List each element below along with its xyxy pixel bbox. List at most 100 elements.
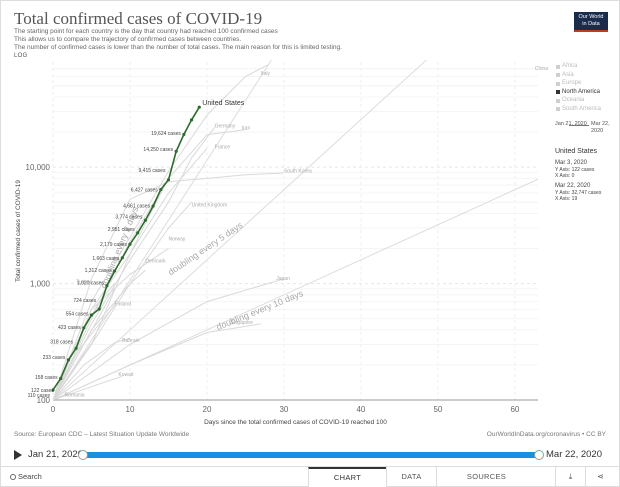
tooltip-y-2: Y Axis: 32,747 cases: [555, 190, 602, 196]
data-label: 423 cases: [58, 325, 81, 331]
us-data-point: [66, 358, 70, 362]
search-button[interactable]: Search: [10, 472, 42, 481]
us-data-point: [89, 313, 94, 317]
legend-label: Oceania: [562, 97, 585, 103]
country-label: Norway: [168, 236, 185, 242]
country-label: Romania: [65, 393, 85, 399]
x-tick-label: 30: [279, 405, 288, 414]
us-data-point: [136, 231, 140, 235]
owid-logo[interactable]: Our World in Data: [574, 12, 608, 32]
series-name-label: United States: [202, 100, 245, 107]
country-label: South Korea: [284, 168, 312, 174]
download-icon[interactable]: ⤓: [555, 467, 585, 487]
us-data-point: [105, 284, 109, 288]
legend-label: Europe: [562, 80, 582, 86]
legend-item[interactable]: Europe: [556, 79, 601, 88]
data-label: 233 cases: [43, 355, 66, 361]
faded-country-line: [53, 278, 285, 400]
logo-line-1: Our World: [578, 14, 604, 20]
share-icon[interactable]: ⋖: [585, 467, 615, 487]
country-label: Kuwait: [118, 372, 134, 378]
faded-country-line: [53, 332, 100, 400]
legend-item[interactable]: Africa: [556, 62, 601, 71]
tooltip-y-1: Y Axis: 122 cases: [555, 167, 595, 173]
chart-title: Total confirmed cases of COVID-19: [14, 9, 263, 28]
data-label: 1,663 cases: [92, 256, 119, 262]
data-label: 1,312 cases: [85, 268, 112, 274]
x-axis-title: Days since the total confirmed cases of …: [204, 419, 387, 426]
country-label: Bahrain: [122, 338, 139, 344]
country-label: Iran: [242, 126, 251, 132]
data-label: 158 cases: [35, 375, 58, 381]
us-data-point: [74, 346, 78, 350]
y-axis-title: Total confirmed cases of COVID-19: [15, 180, 22, 282]
tooltip-x-1: X Axis: 0: [555, 173, 575, 179]
x-tick-label: 60: [510, 405, 519, 414]
legend-item[interactable]: Oceania: [556, 96, 601, 105]
legend-label: North America: [562, 88, 601, 95]
legend-swatch: [556, 98, 560, 103]
faded-country-line: [53, 375, 123, 400]
us-data-point: [112, 269, 117, 273]
subtitle-line-3: The number of confirmed cases is lower t…: [14, 44, 342, 51]
y-tick-label: 10,000: [26, 163, 51, 172]
timeline-end-label: Mar 22, 2020: [546, 449, 602, 460]
x-tick-label: 40: [356, 405, 365, 414]
data-label: 9,415 cases: [139, 168, 166, 174]
legend-swatch: [556, 90, 560, 94]
legend-item[interactable]: Asia: [556, 71, 601, 80]
data-label: 554 cases: [66, 311, 89, 317]
range-arrow-icon: [569, 125, 589, 126]
legend-swatch: [556, 107, 560, 111]
faded-country-line: [53, 323, 261, 400]
bottom-tabs: Search CHART DATA SOURCES ⤓ ⋖: [0, 466, 620, 487]
x-tick-label: 50: [433, 405, 442, 414]
us-data-point: [166, 178, 171, 182]
us-data-point: [97, 307, 101, 311]
range-end-label: Mar 22, 2020: [591, 121, 610, 134]
faded-country-line: [53, 172, 285, 400]
legend-item[interactable]: North America: [556, 88, 601, 97]
tab-sources[interactable]: SOURCES: [436, 467, 536, 487]
log-scale-toggle[interactable]: LOG: [14, 53, 28, 59]
timeline-start-label: Jan 21, 2020: [28, 449, 83, 460]
tooltip-panel: United States Mar 3, 2020 Y Axis: 122 ca…: [555, 147, 613, 202]
y-tick-label: 1,000: [30, 280, 51, 289]
legend-item[interactable]: South America: [556, 105, 601, 114]
logo-line-2: in Data: [582, 20, 600, 27]
x-tick-label: 10: [126, 405, 135, 414]
faded-country-line: [53, 129, 246, 400]
tooltip-date-1: Mar 3, 2020: [555, 160, 588, 166]
timeline-slider[interactable]: [78, 450, 544, 460]
timeline-end-handle[interactable]: [534, 450, 544, 460]
timeline-start-handle[interactable]: [78, 450, 88, 460]
legend-label: South America: [562, 105, 602, 112]
x-tick-label: 0: [51, 405, 56, 414]
doubling-guide-line: [53, 60, 272, 400]
x-tick-label: 20: [203, 405, 212, 414]
tab-data[interactable]: DATA: [386, 467, 436, 487]
subtitle-line-1: The starting point for each country is t…: [14, 28, 278, 35]
legend: Africa Asia Europe North America Oceania Sout…: [556, 62, 601, 113]
legend-swatch: [556, 81, 560, 86]
us-data-point: [159, 187, 163, 192]
data-label: 6,427 cases: [131, 187, 158, 193]
data-label: 14,250 cases: [143, 147, 173, 153]
faded-country-line: [53, 288, 116, 400]
country-label: Singapore: [230, 320, 253, 326]
data-label: 1,020 cases: [77, 281, 104, 287]
us-data-point: [197, 105, 201, 109]
play-icon[interactable]: [14, 450, 22, 460]
source-note: Source: European CDC – Latest Situation …: [14, 431, 190, 438]
us-data-point: [151, 204, 155, 208]
tab-chart[interactable]: CHART: [308, 467, 386, 487]
source-link[interactable]: OurWorldInData.org/coronavirus • CC BY: [486, 431, 606, 438]
country-label: Turkey: [76, 280, 92, 286]
data-label: 2,179 cases: [100, 242, 127, 248]
us-data-point: [82, 326, 86, 330]
data-label: 110 cases: [28, 393, 51, 399]
doubling-guide-line: [53, 60, 428, 400]
y-tick-label: 100: [37, 396, 51, 405]
legend-label: Asia: [562, 71, 574, 78]
data-label: 2,951 cases: [108, 227, 135, 233]
